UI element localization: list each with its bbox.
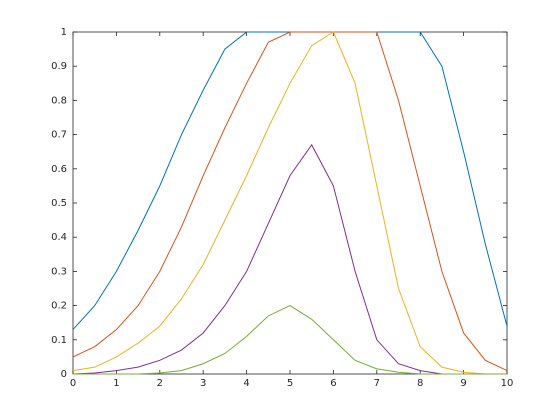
x-tick-label: 9 [460, 378, 466, 389]
y-tick-label: 0.4 [51, 232, 67, 243]
y-tick-label: 0.3 [51, 266, 67, 277]
x-tick-label: 8 [417, 378, 423, 389]
x-tick-label: 6 [330, 378, 336, 389]
y-tick-label: 0.8 [51, 95, 67, 106]
series-line [73, 305, 507, 375]
x-tick-label: 0 [70, 378, 76, 389]
y-tick-label: 0 [61, 369, 67, 380]
x-tick-label: 7 [374, 378, 380, 389]
series-line [72, 143, 507, 375]
y-tick-label: 0.5 [51, 198, 67, 209]
series-line [72, 31, 508, 372]
y-tick-label: 1 [61, 27, 67, 38]
x-tick-label: 5 [287, 378, 293, 389]
x-tick-label: 10 [501, 378, 514, 389]
y-tick-label: 0.2 [51, 301, 67, 312]
y-tick-label: 0.6 [51, 164, 67, 175]
x-tick-label: 1 [113, 378, 119, 389]
y-tick-label: 0.1 [51, 335, 67, 346]
x-tick-label: 2 [157, 378, 163, 389]
y-tick-label: 0.9 [51, 61, 67, 72]
x-tick-label: 3 [200, 378, 206, 389]
series-line [72, 31, 507, 375]
y-tick-label: 0.7 [51, 130, 67, 141]
x-tick-label: 4 [243, 378, 249, 389]
plot-box [72, 31, 508, 375]
